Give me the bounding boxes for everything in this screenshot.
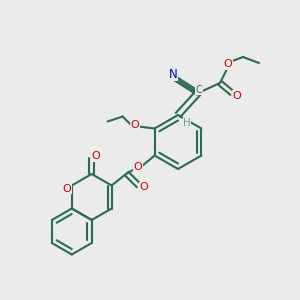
Text: H: H [183, 118, 191, 128]
Text: N: N [169, 68, 177, 80]
Text: O: O [91, 151, 100, 161]
Text: O: O [139, 182, 148, 193]
Text: C: C [196, 85, 202, 95]
Text: O: O [224, 59, 232, 69]
Text: O: O [62, 184, 71, 194]
Text: O: O [133, 163, 142, 172]
Text: O: O [130, 121, 139, 130]
Text: O: O [232, 91, 242, 101]
